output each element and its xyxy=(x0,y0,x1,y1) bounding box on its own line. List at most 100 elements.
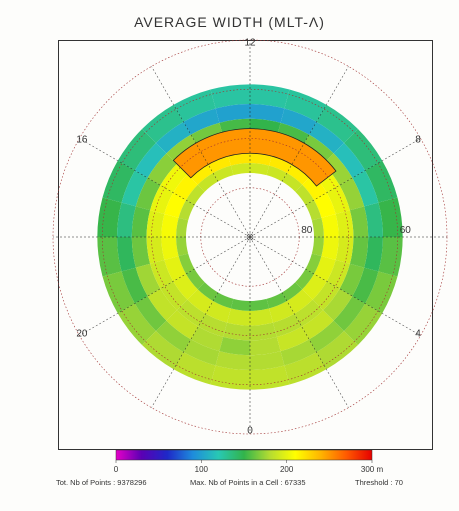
heatmap-cell xyxy=(250,298,270,311)
heatmap-cell xyxy=(166,310,199,340)
heatmap-cell xyxy=(286,289,313,314)
heatmap-cell xyxy=(316,331,358,370)
heatmap-cell xyxy=(142,104,184,143)
plot-frame xyxy=(58,40,433,450)
heatmap-cell xyxy=(286,160,313,185)
heatmap-cell xyxy=(219,336,250,356)
heatmap-cell xyxy=(150,259,174,289)
heatmap-cell xyxy=(305,253,322,274)
heatmap-cell xyxy=(150,185,174,215)
mlt-meridian xyxy=(249,66,349,238)
colorbar-tick-label: 300 m xyxy=(361,465,384,474)
heatmap-cell xyxy=(284,352,327,385)
highlight-region xyxy=(172,128,337,187)
mlt-meridian xyxy=(79,138,251,238)
heatmap-cell xyxy=(97,237,122,277)
latitude-label: 60 xyxy=(400,225,412,236)
pole-marker xyxy=(246,233,254,241)
total-points-label: Tot. Nb of Points : xyxy=(56,478,116,487)
heatmap-cell xyxy=(131,237,151,268)
heatmap-cell xyxy=(349,237,369,268)
heatmap-cell xyxy=(134,296,167,332)
heatmap-cell xyxy=(295,269,314,290)
heatmap-cells xyxy=(97,84,403,390)
max-points-label: Max. Nb of Points in a Cell : xyxy=(190,478,283,487)
mlt-meridian xyxy=(151,236,251,408)
heatmap-cell xyxy=(173,352,216,385)
heatmap-cell xyxy=(321,237,339,260)
heatmap-cell xyxy=(250,336,281,356)
heatmap-cell xyxy=(186,184,205,205)
heatmap-cell xyxy=(250,322,277,341)
heatmap-cell xyxy=(280,339,317,366)
heatmap-cell xyxy=(183,339,220,366)
heatmap-cell xyxy=(176,299,206,327)
heatmap-cell xyxy=(364,237,383,272)
heatmap-cell xyxy=(339,177,365,211)
heatmap-cell xyxy=(135,263,161,297)
total-points: Tot. Nb of Points : 9378296 xyxy=(56,478,147,487)
heatmap-cell xyxy=(323,153,353,186)
heatmap-cell xyxy=(312,281,340,311)
max-points-value: 67335 xyxy=(284,478,306,487)
heatmap-cell xyxy=(147,153,177,186)
heatmap-cell xyxy=(155,320,191,353)
heatmap-cell xyxy=(161,237,179,260)
max-points: Max. Nb of Points in a Cell : 67335 xyxy=(190,478,306,487)
heatmap-cell xyxy=(365,160,398,203)
axis-labels: 12 8 16 4 20 0 60 80 xyxy=(76,38,421,437)
heatmap-cell xyxy=(213,165,234,182)
heatmap-cell xyxy=(250,163,270,176)
heatmap-cell xyxy=(213,292,234,309)
heatmap-cell xyxy=(117,303,156,345)
heatmap-cell xyxy=(313,256,336,282)
heatmap-cell xyxy=(161,214,179,237)
heatmap-cell xyxy=(183,108,220,135)
heatmap-cell xyxy=(186,269,205,290)
colorbar: 0 100 200 300 m xyxy=(114,449,384,474)
heatmap-cell xyxy=(173,273,198,300)
mlt-label: 0 xyxy=(247,426,253,437)
heatmap-cell xyxy=(164,256,187,282)
heatmap-cell xyxy=(117,237,136,272)
heatmap-cell xyxy=(311,217,324,237)
heatmap-cell xyxy=(311,237,324,257)
chart-title: AVERAGE WIDTH (MLT-Λ) xyxy=(134,14,325,30)
heatmap-cell xyxy=(282,282,303,301)
heatmap-cell xyxy=(250,365,290,390)
latitude-circle xyxy=(101,88,399,386)
heatmap-cell xyxy=(294,299,324,327)
heatmap-cell xyxy=(301,134,334,164)
mlt-meridian xyxy=(249,236,421,336)
mlt-label: 12 xyxy=(244,38,256,49)
heatmap-cell xyxy=(187,289,214,314)
heatmap-cell xyxy=(280,108,317,135)
heatmap-cell xyxy=(166,134,199,164)
heatmap-cell xyxy=(223,322,250,341)
heatmap-cell xyxy=(313,192,336,218)
heatmap-cell xyxy=(326,185,350,215)
heatmap-cell xyxy=(250,351,285,370)
heatmap-cell xyxy=(102,160,135,203)
latitude-label: 80 xyxy=(301,225,313,236)
heatmap-cell xyxy=(250,104,285,123)
heatmap-cell xyxy=(197,282,218,301)
heatmap-cell xyxy=(323,288,353,321)
heatmap-cell xyxy=(176,217,189,237)
mlt-label: 8 xyxy=(415,135,421,146)
heatmap-cell xyxy=(333,296,366,332)
heatmap-cell xyxy=(134,142,167,178)
mlt-meridian xyxy=(249,236,349,408)
heatmap-cell xyxy=(295,184,314,205)
mlt-meridian xyxy=(249,138,421,238)
mlt-meridian xyxy=(151,66,251,238)
heatmap-cell xyxy=(178,253,195,274)
heatmap-cell xyxy=(378,237,403,277)
heatmap-cell xyxy=(135,177,161,211)
heatmap-cell xyxy=(276,326,310,352)
heatmap-cell xyxy=(198,313,228,337)
heatmap-cell xyxy=(121,267,148,304)
heatmap-cell xyxy=(117,202,136,237)
threshold-label: Threshold : xyxy=(355,478,393,487)
